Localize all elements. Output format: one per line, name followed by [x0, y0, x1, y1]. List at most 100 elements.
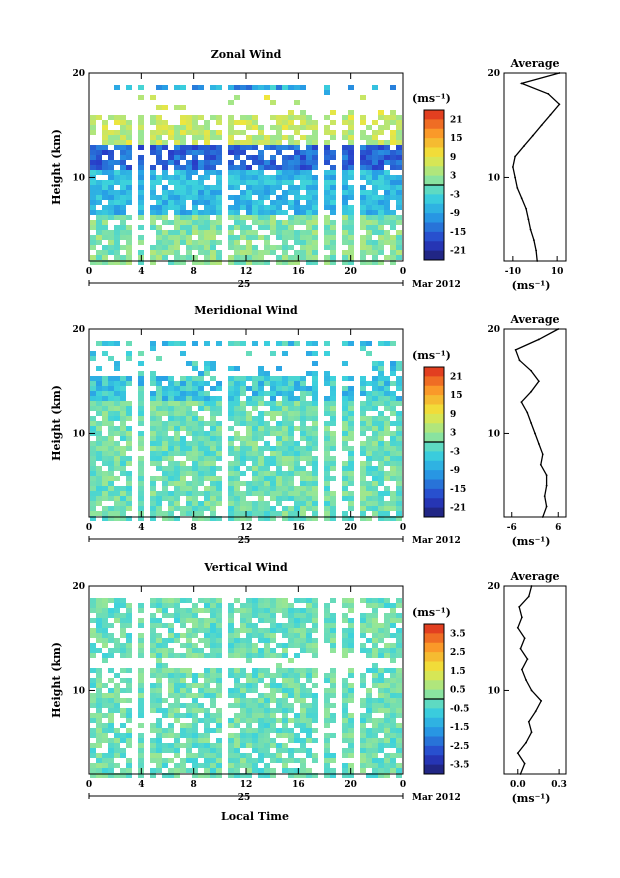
heatmap-cell — [300, 391, 306, 396]
heatmap-cell — [156, 135, 162, 140]
heatmap-cell — [372, 145, 378, 150]
average-profile-point — [520, 401, 523, 404]
heatmap-cell — [180, 401, 186, 406]
heatmap-cell — [114, 506, 120, 511]
heatmap-cell — [270, 190, 276, 195]
heatmap-cell — [120, 501, 126, 506]
heatmap-cell — [174, 396, 180, 401]
heatmap-cell — [348, 603, 354, 608]
heatmap-cell — [252, 511, 258, 516]
heatmap-cell — [252, 698, 258, 703]
heatmap-cell — [156, 758, 162, 763]
heatmap-cell — [228, 140, 234, 145]
heatmap-cell — [150, 491, 156, 496]
heatmap-cell — [330, 376, 336, 381]
heatmap-cell — [282, 506, 288, 511]
heatmap-cell — [372, 230, 378, 235]
heatmap-cell — [258, 678, 264, 683]
average-profile-point — [543, 495, 546, 498]
heatmap-cell — [384, 728, 390, 733]
heatmap-cell — [198, 511, 204, 516]
heatmap-cell — [216, 401, 222, 406]
heatmap-cell — [360, 165, 366, 170]
heatmap-cell — [288, 708, 294, 713]
heatmap-cell — [204, 170, 210, 175]
heatmap-cell — [324, 341, 330, 346]
heatmap-cell — [294, 486, 300, 491]
heatmap-cell — [324, 633, 330, 638]
heatmap-cell — [240, 451, 246, 456]
heatmap-cell — [174, 140, 180, 145]
heatmap-cell — [294, 678, 300, 683]
heatmap-cell — [246, 255, 252, 260]
heatmap-cell — [114, 643, 120, 648]
heatmap-cell — [342, 768, 348, 773]
y-tick-label: 20 — [72, 69, 85, 79]
heatmap-cell — [240, 506, 246, 511]
heatmap-cell — [156, 501, 162, 506]
heatmap-cell — [324, 618, 330, 623]
heatmap-cell — [372, 406, 378, 411]
heatmap-cell — [96, 441, 102, 446]
heatmap-cell — [114, 683, 120, 688]
heatmap-cell — [114, 476, 120, 481]
heatmap-cell — [102, 768, 108, 773]
heatmap-cell — [294, 673, 300, 678]
heatmap-cell — [246, 210, 252, 215]
heatmap-cell — [372, 376, 378, 381]
heatmap-cell — [138, 125, 144, 130]
heatmap-cell — [258, 210, 264, 215]
heatmap-cell — [180, 135, 186, 140]
heatmap-cell — [300, 411, 306, 416]
heatmap-cell — [252, 708, 258, 713]
average-y-tick-label: 20 — [487, 69, 500, 79]
heatmap-cell — [138, 205, 144, 210]
heatmap-cell — [348, 668, 354, 673]
heatmap-cell — [270, 633, 276, 638]
heatmap-cell — [102, 245, 108, 250]
heatmap-cell — [120, 431, 126, 436]
heatmap-cell — [216, 768, 222, 773]
heatmap-cell — [306, 185, 312, 190]
heatmap-cell — [360, 391, 366, 396]
heatmap-cell — [378, 668, 384, 673]
heatmap-cell — [108, 698, 114, 703]
heatmap-cell — [276, 683, 282, 688]
heatmap-cell — [396, 426, 402, 431]
heatmap-cell — [330, 170, 336, 175]
heatmap-cell — [396, 638, 402, 643]
heatmap-cell — [180, 446, 186, 451]
heatmap-cell — [90, 451, 96, 456]
heatmap-cell — [324, 145, 330, 150]
heatmap-cell — [324, 175, 330, 180]
heatmap-cell — [90, 200, 96, 205]
heatmap-cell — [264, 733, 270, 738]
heatmap-cell — [378, 341, 384, 346]
heatmap-cell — [90, 763, 96, 768]
heatmap-cell — [252, 190, 258, 195]
heatmap-cell — [252, 431, 258, 436]
heatmap-cell — [312, 386, 318, 391]
heatmap-cell — [162, 376, 168, 381]
heatmap-cell — [378, 653, 384, 658]
heatmap-cell — [216, 748, 222, 753]
heatmap-cell — [96, 491, 102, 496]
heatmap-cell — [90, 225, 96, 230]
heatmap-cell — [306, 245, 312, 250]
heatmap-cell — [294, 376, 300, 381]
heatmap-cell — [378, 481, 384, 486]
heatmap-cell — [330, 441, 336, 446]
heatmap-cell — [246, 643, 252, 648]
heatmap-cell — [270, 210, 276, 215]
heatmap-cell — [300, 618, 306, 623]
heatmap-cell — [90, 351, 96, 356]
heatmap-cell — [168, 376, 174, 381]
heatmap-cell — [342, 613, 348, 618]
heatmap-cell — [366, 180, 372, 185]
heatmap-cell — [246, 235, 252, 240]
heatmap-cell — [396, 516, 402, 521]
heatmap-cell — [198, 260, 204, 265]
heatmap-cell — [312, 516, 318, 521]
heatmap-cell — [330, 673, 336, 678]
heatmap-cell — [282, 401, 288, 406]
